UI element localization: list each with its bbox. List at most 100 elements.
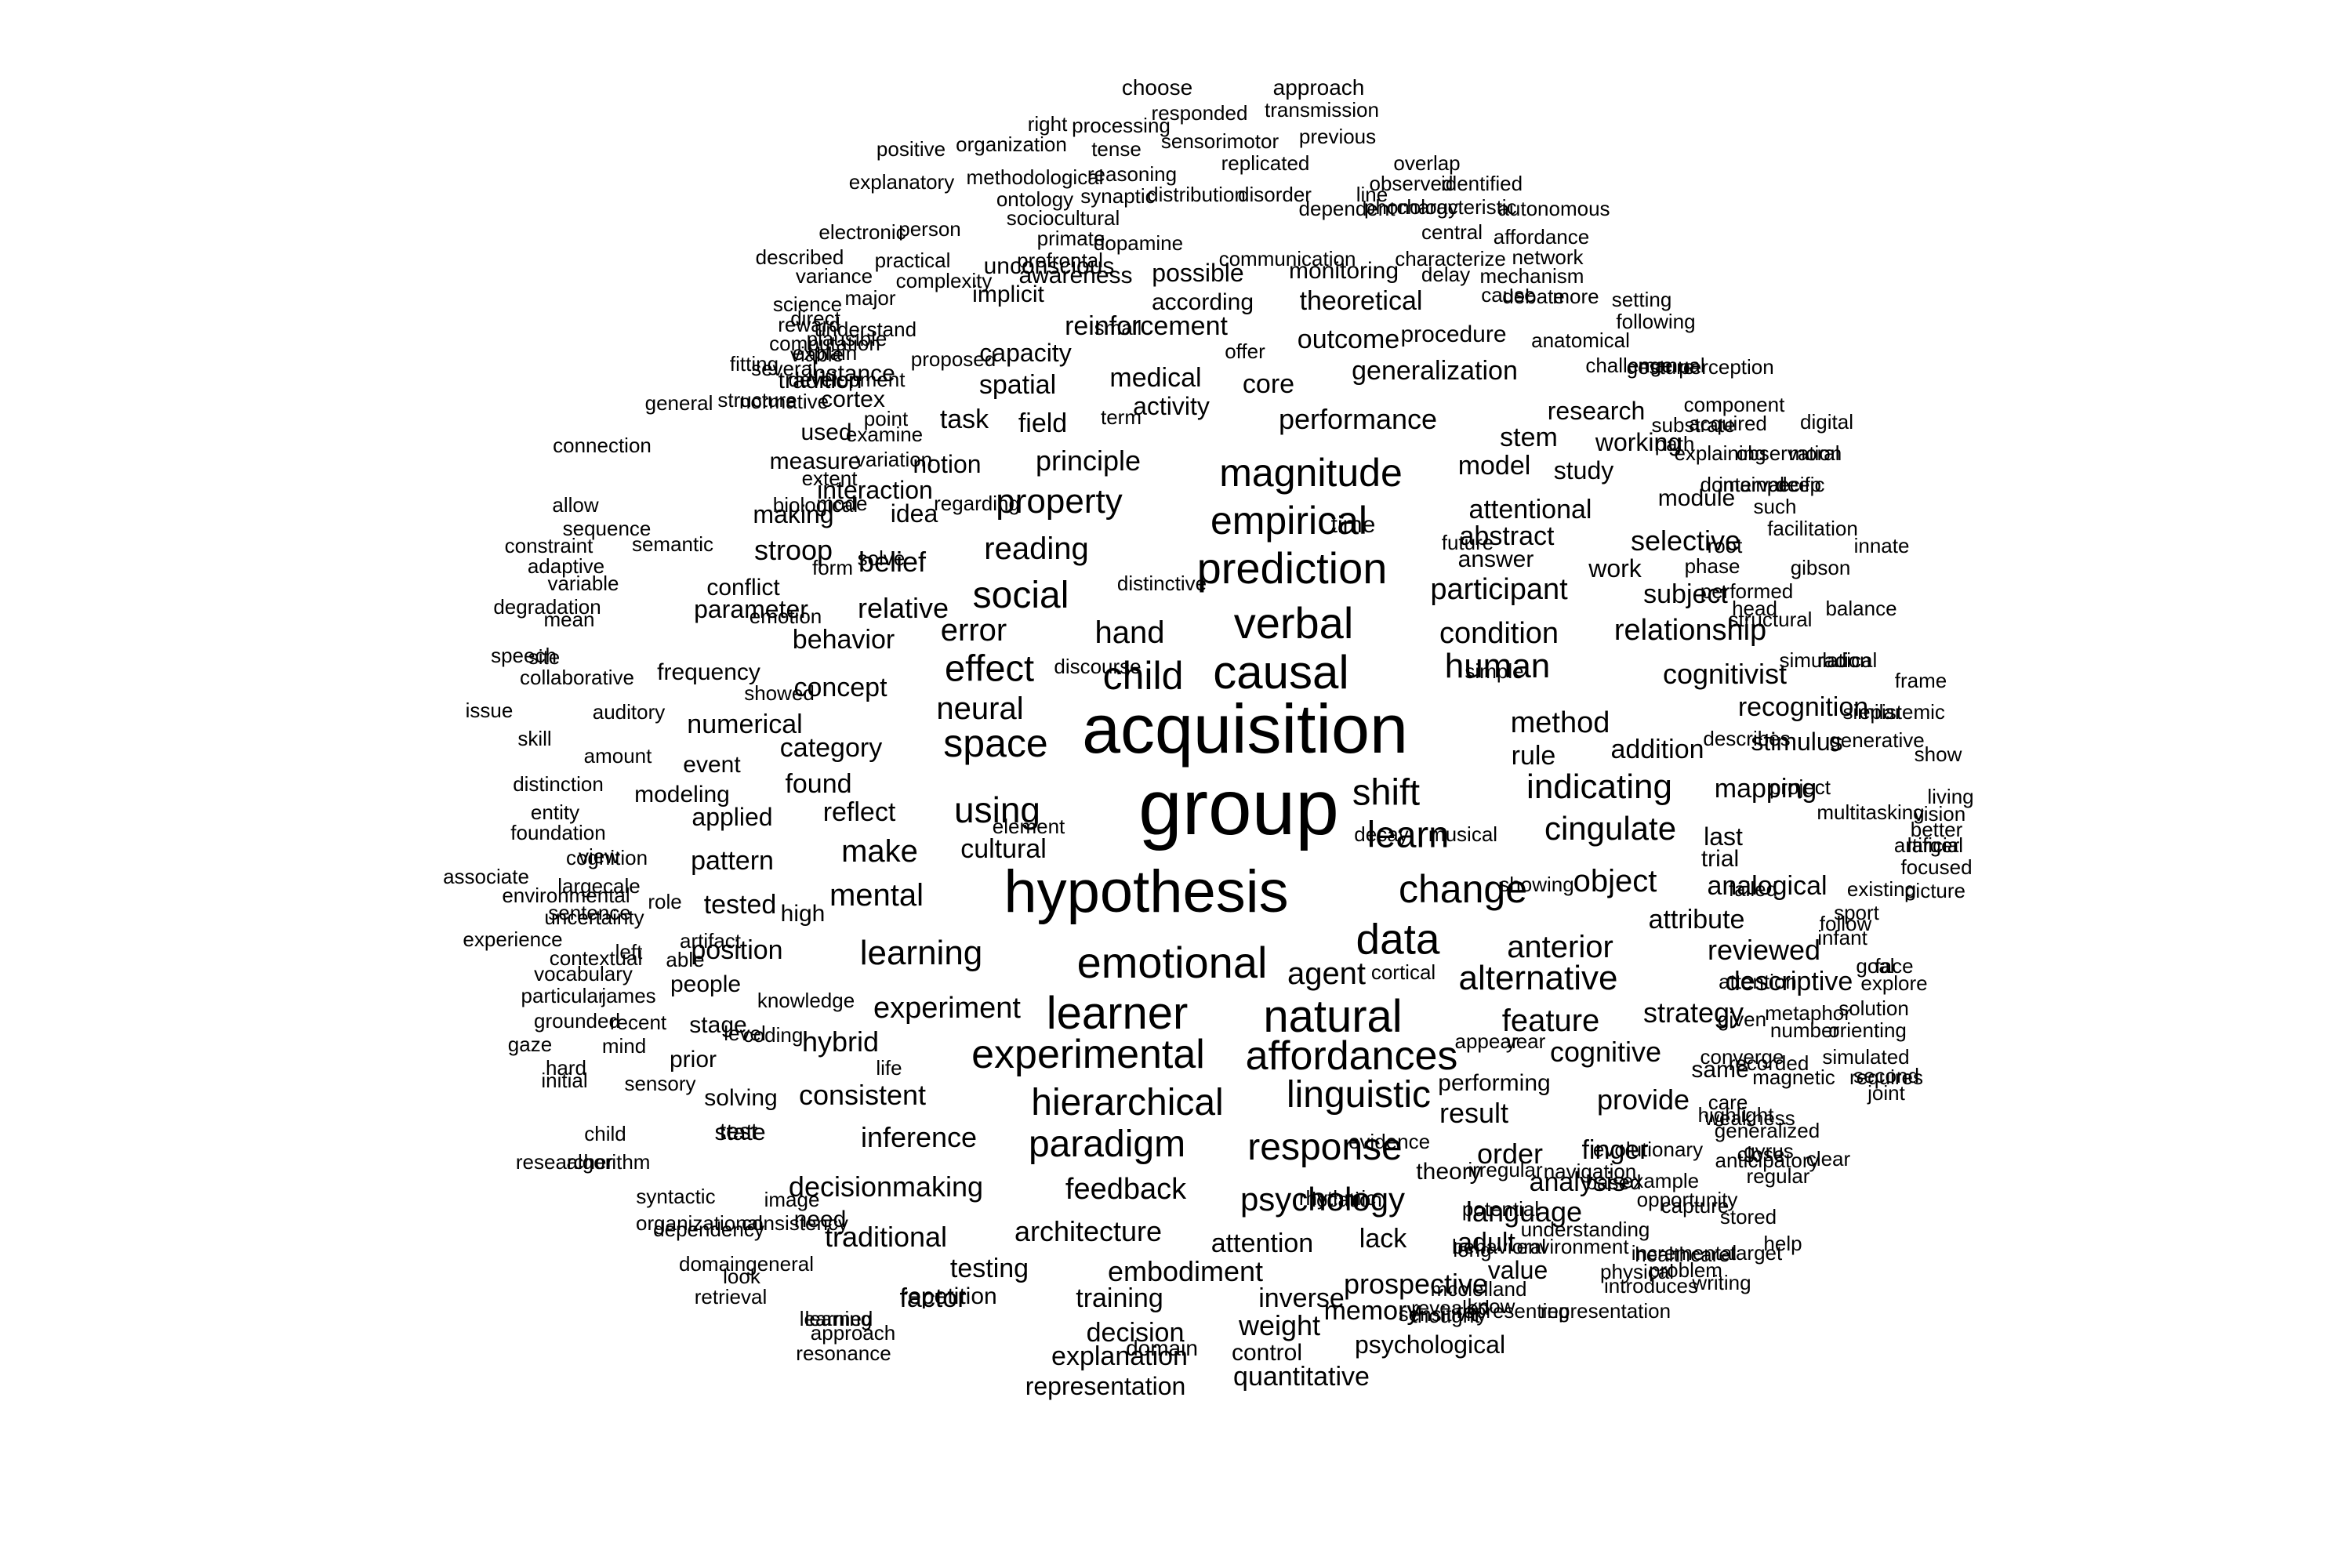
word-explanation: explanation <box>1051 1341 1188 1371</box>
word-representing: representing <box>1456 1299 1570 1323</box>
word-stored: stored <box>1719 1205 1777 1229</box>
word-organizational: organizational <box>636 1211 763 1235</box>
word-theory: theory <box>1416 1159 1482 1185</box>
word-analogical: analogical <box>1707 871 1828 901</box>
word-structure: structure <box>717 388 797 412</box>
word-solving: solving <box>704 1085 778 1111</box>
word-simulation: simulation <box>1779 648 1871 672</box>
word-entity: entity <box>530 800 580 824</box>
word-time: time <box>1330 512 1376 538</box>
word-moral: moral <box>1788 441 1840 465</box>
word-sport: sport <box>1834 901 1879 924</box>
word-reviewed: reviewed <box>1707 934 1821 966</box>
word-james: james <box>601 984 656 1007</box>
word-test: test <box>719 1119 758 1145</box>
word-perception: perception <box>1679 355 1774 379</box>
word-environment: environment <box>1516 1235 1629 1258</box>
word-organization: organization <box>956 132 1067 156</box>
word-vision: vision <box>1913 802 1966 826</box>
word-strategy: strategy <box>1642 996 1744 1029</box>
word-setting: setting <box>1611 288 1672 311</box>
word-small: small <box>1094 316 1142 339</box>
word-attentional: attentional <box>1468 495 1592 524</box>
word-measure: measure <box>769 448 862 474</box>
word-methodological: methodological <box>966 165 1104 189</box>
word-reinforcement: reinforcement <box>1065 311 1228 341</box>
word-state: state <box>714 1120 766 1145</box>
word-paradigm: paradigm <box>1028 1123 1186 1165</box>
word-given: given <box>1717 1007 1767 1031</box>
word-lack: lack <box>1359 1224 1407 1254</box>
word-participant: participant <box>1430 573 1568 606</box>
word-issue: issue <box>465 699 514 722</box>
word-based: based <box>1585 1171 1642 1194</box>
word-primate: primate <box>1036 227 1105 250</box>
word-communication: communication <box>1218 247 1356 270</box>
word-subject: subject <box>1643 579 1728 609</box>
word-observed: observed <box>1369 172 1454 195</box>
word-adult: adult <box>1457 1228 1515 1258</box>
word-modeling: modeling <box>634 782 730 808</box>
word-explore: explore <box>1860 971 1928 995</box>
word-knowledge: knowledge <box>757 989 855 1012</box>
word-observation: observation <box>1736 441 1842 465</box>
word-belief: belief <box>858 546 927 578</box>
word-category: category <box>779 733 883 763</box>
word-inference: inference <box>860 1121 978 1153</box>
word-child: child <box>1102 654 1184 698</box>
word-repetition: repetition <box>900 1283 997 1309</box>
word-approach: approach <box>1272 75 1365 100</box>
word-describes: describes <box>1703 727 1791 750</box>
word-explaining: explaining <box>1674 441 1766 465</box>
word-evidence: evidence <box>1348 1130 1431 1153</box>
word-viable: viable <box>790 343 844 366</box>
word-clear: clear <box>1806 1147 1851 1171</box>
word-make: make <box>841 834 918 869</box>
word-musical: musical <box>1428 822 1498 846</box>
word-mcclelland: mcclelland <box>1430 1277 1527 1301</box>
word-concept: concept <box>793 673 887 702</box>
word-affordances: affordances <box>1245 1033 1458 1079</box>
word-recorded: recorded <box>1728 1051 1809 1075</box>
word-largecale: largecale <box>557 874 641 898</box>
word-neural: neural <box>936 691 1024 726</box>
word-response: response <box>1247 1127 1403 1168</box>
word-regarding: regarding <box>934 492 1020 515</box>
word-interval: interval <box>1719 473 1784 496</box>
word-understand: understand <box>814 318 917 341</box>
word-dependent: dependent <box>1298 197 1396 220</box>
word-learning: learning <box>799 1307 873 1330</box>
word-processing: processing <box>1072 114 1171 137</box>
word-project: project <box>1769 775 1831 799</box>
word-synaptic: synaptic <box>1080 184 1156 208</box>
word-attribute: attribute <box>1648 905 1745 935</box>
word-choose: choose <box>1121 75 1193 100</box>
word-distinctive: distinctive <box>1116 572 1207 595</box>
word-major: major <box>844 286 896 310</box>
word-capacity: capacity <box>979 339 1072 367</box>
word-used: used <box>800 419 852 445</box>
word-allow: allow <box>552 493 599 517</box>
word-finger: finger <box>1581 1135 1649 1165</box>
word-element: element <box>992 815 1065 838</box>
word-working: working <box>1595 428 1682 456</box>
word-embodiment: embodiment <box>1107 1255 1264 1287</box>
word-prediction: prediction <box>1196 543 1388 593</box>
word-uncertainty: uncertainty <box>544 906 644 929</box>
word-gesture: gesture <box>1626 355 1695 379</box>
word-multitasking: multitasking <box>1817 800 1925 824</box>
word-biological: biological <box>772 493 858 517</box>
word-trial: trial <box>1700 846 1740 872</box>
word-value: value <box>1487 1256 1548 1284</box>
word-person: person <box>898 217 961 241</box>
word-ontology: ontology <box>996 187 1074 211</box>
word-architecture: architecture <box>1014 1215 1163 1247</box>
word-connection: connection <box>553 434 652 457</box>
word-navigation: navigation <box>1543 1160 1637 1183</box>
word-follow: follow <box>1819 912 1872 935</box>
word-mapping: mapping <box>1714 774 1817 804</box>
word-representation: representation <box>1540 1299 1671 1323</box>
word-root: root <box>1707 534 1743 557</box>
word-performing: performing <box>1438 1070 1551 1096</box>
word-location: location <box>1312 1188 1382 1211</box>
